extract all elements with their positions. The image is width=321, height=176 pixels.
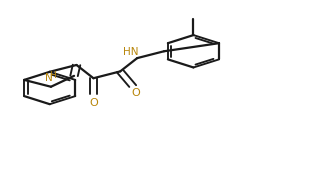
Text: O: O xyxy=(131,88,140,98)
Text: H: H xyxy=(49,71,56,80)
Text: N: N xyxy=(46,73,53,83)
Text: HN: HN xyxy=(123,47,138,57)
Text: O: O xyxy=(89,98,98,108)
